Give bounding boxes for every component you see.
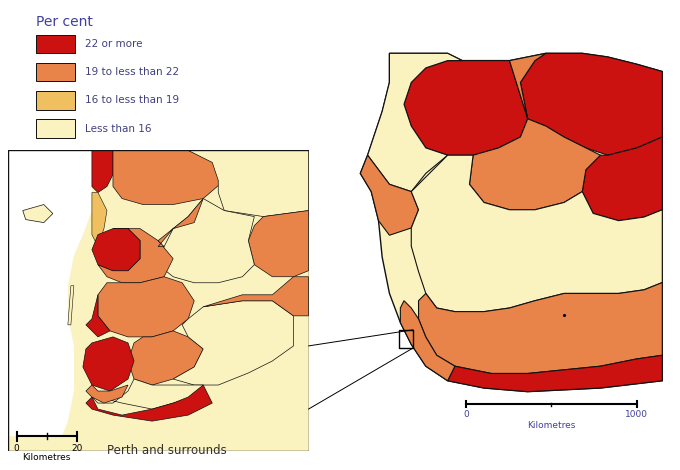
FancyBboxPatch shape — [36, 91, 75, 110]
Polygon shape — [520, 53, 662, 155]
FancyBboxPatch shape — [36, 63, 75, 81]
Polygon shape — [248, 211, 309, 277]
Text: 22 or more: 22 or more — [85, 39, 143, 49]
Polygon shape — [582, 137, 662, 221]
Polygon shape — [401, 301, 455, 381]
Text: Less than 16: Less than 16 — [85, 124, 152, 133]
Text: Perth and surrounds: Perth and surrounds — [107, 444, 226, 457]
Polygon shape — [173, 301, 294, 385]
Polygon shape — [68, 286, 74, 325]
Text: 19 to less than 22: 19 to less than 22 — [85, 67, 180, 77]
Polygon shape — [203, 277, 309, 316]
Polygon shape — [128, 331, 203, 385]
Polygon shape — [447, 355, 662, 392]
Text: 20: 20 — [71, 444, 82, 453]
Text: Kilometres: Kilometres — [22, 453, 71, 462]
Text: 0: 0 — [463, 410, 469, 419]
Polygon shape — [92, 150, 113, 193]
Polygon shape — [98, 277, 194, 337]
Polygon shape — [92, 193, 107, 247]
Text: Per cent: Per cent — [36, 15, 93, 29]
Polygon shape — [86, 385, 128, 403]
FancyBboxPatch shape — [36, 35, 75, 53]
Polygon shape — [419, 282, 662, 374]
Polygon shape — [83, 337, 134, 391]
Polygon shape — [368, 53, 462, 192]
Polygon shape — [113, 150, 224, 204]
Polygon shape — [92, 228, 140, 271]
Text: 0: 0 — [14, 444, 20, 453]
Bar — [398, 330, 413, 348]
Polygon shape — [98, 228, 173, 283]
Polygon shape — [360, 155, 419, 235]
Text: Kilometres: Kilometres — [527, 421, 575, 430]
Polygon shape — [360, 53, 662, 392]
Polygon shape — [7, 150, 92, 436]
Polygon shape — [158, 198, 203, 247]
Text: 16 to less than 19: 16 to less than 19 — [85, 95, 180, 105]
Polygon shape — [158, 198, 254, 283]
Polygon shape — [86, 295, 110, 337]
Polygon shape — [92, 379, 203, 409]
Polygon shape — [411, 155, 662, 312]
Polygon shape — [22, 204, 53, 223]
FancyBboxPatch shape — [36, 119, 75, 138]
Polygon shape — [188, 150, 309, 217]
Polygon shape — [469, 53, 600, 210]
Polygon shape — [404, 61, 528, 155]
Polygon shape — [86, 385, 212, 421]
Text: 1000: 1000 — [626, 410, 648, 419]
